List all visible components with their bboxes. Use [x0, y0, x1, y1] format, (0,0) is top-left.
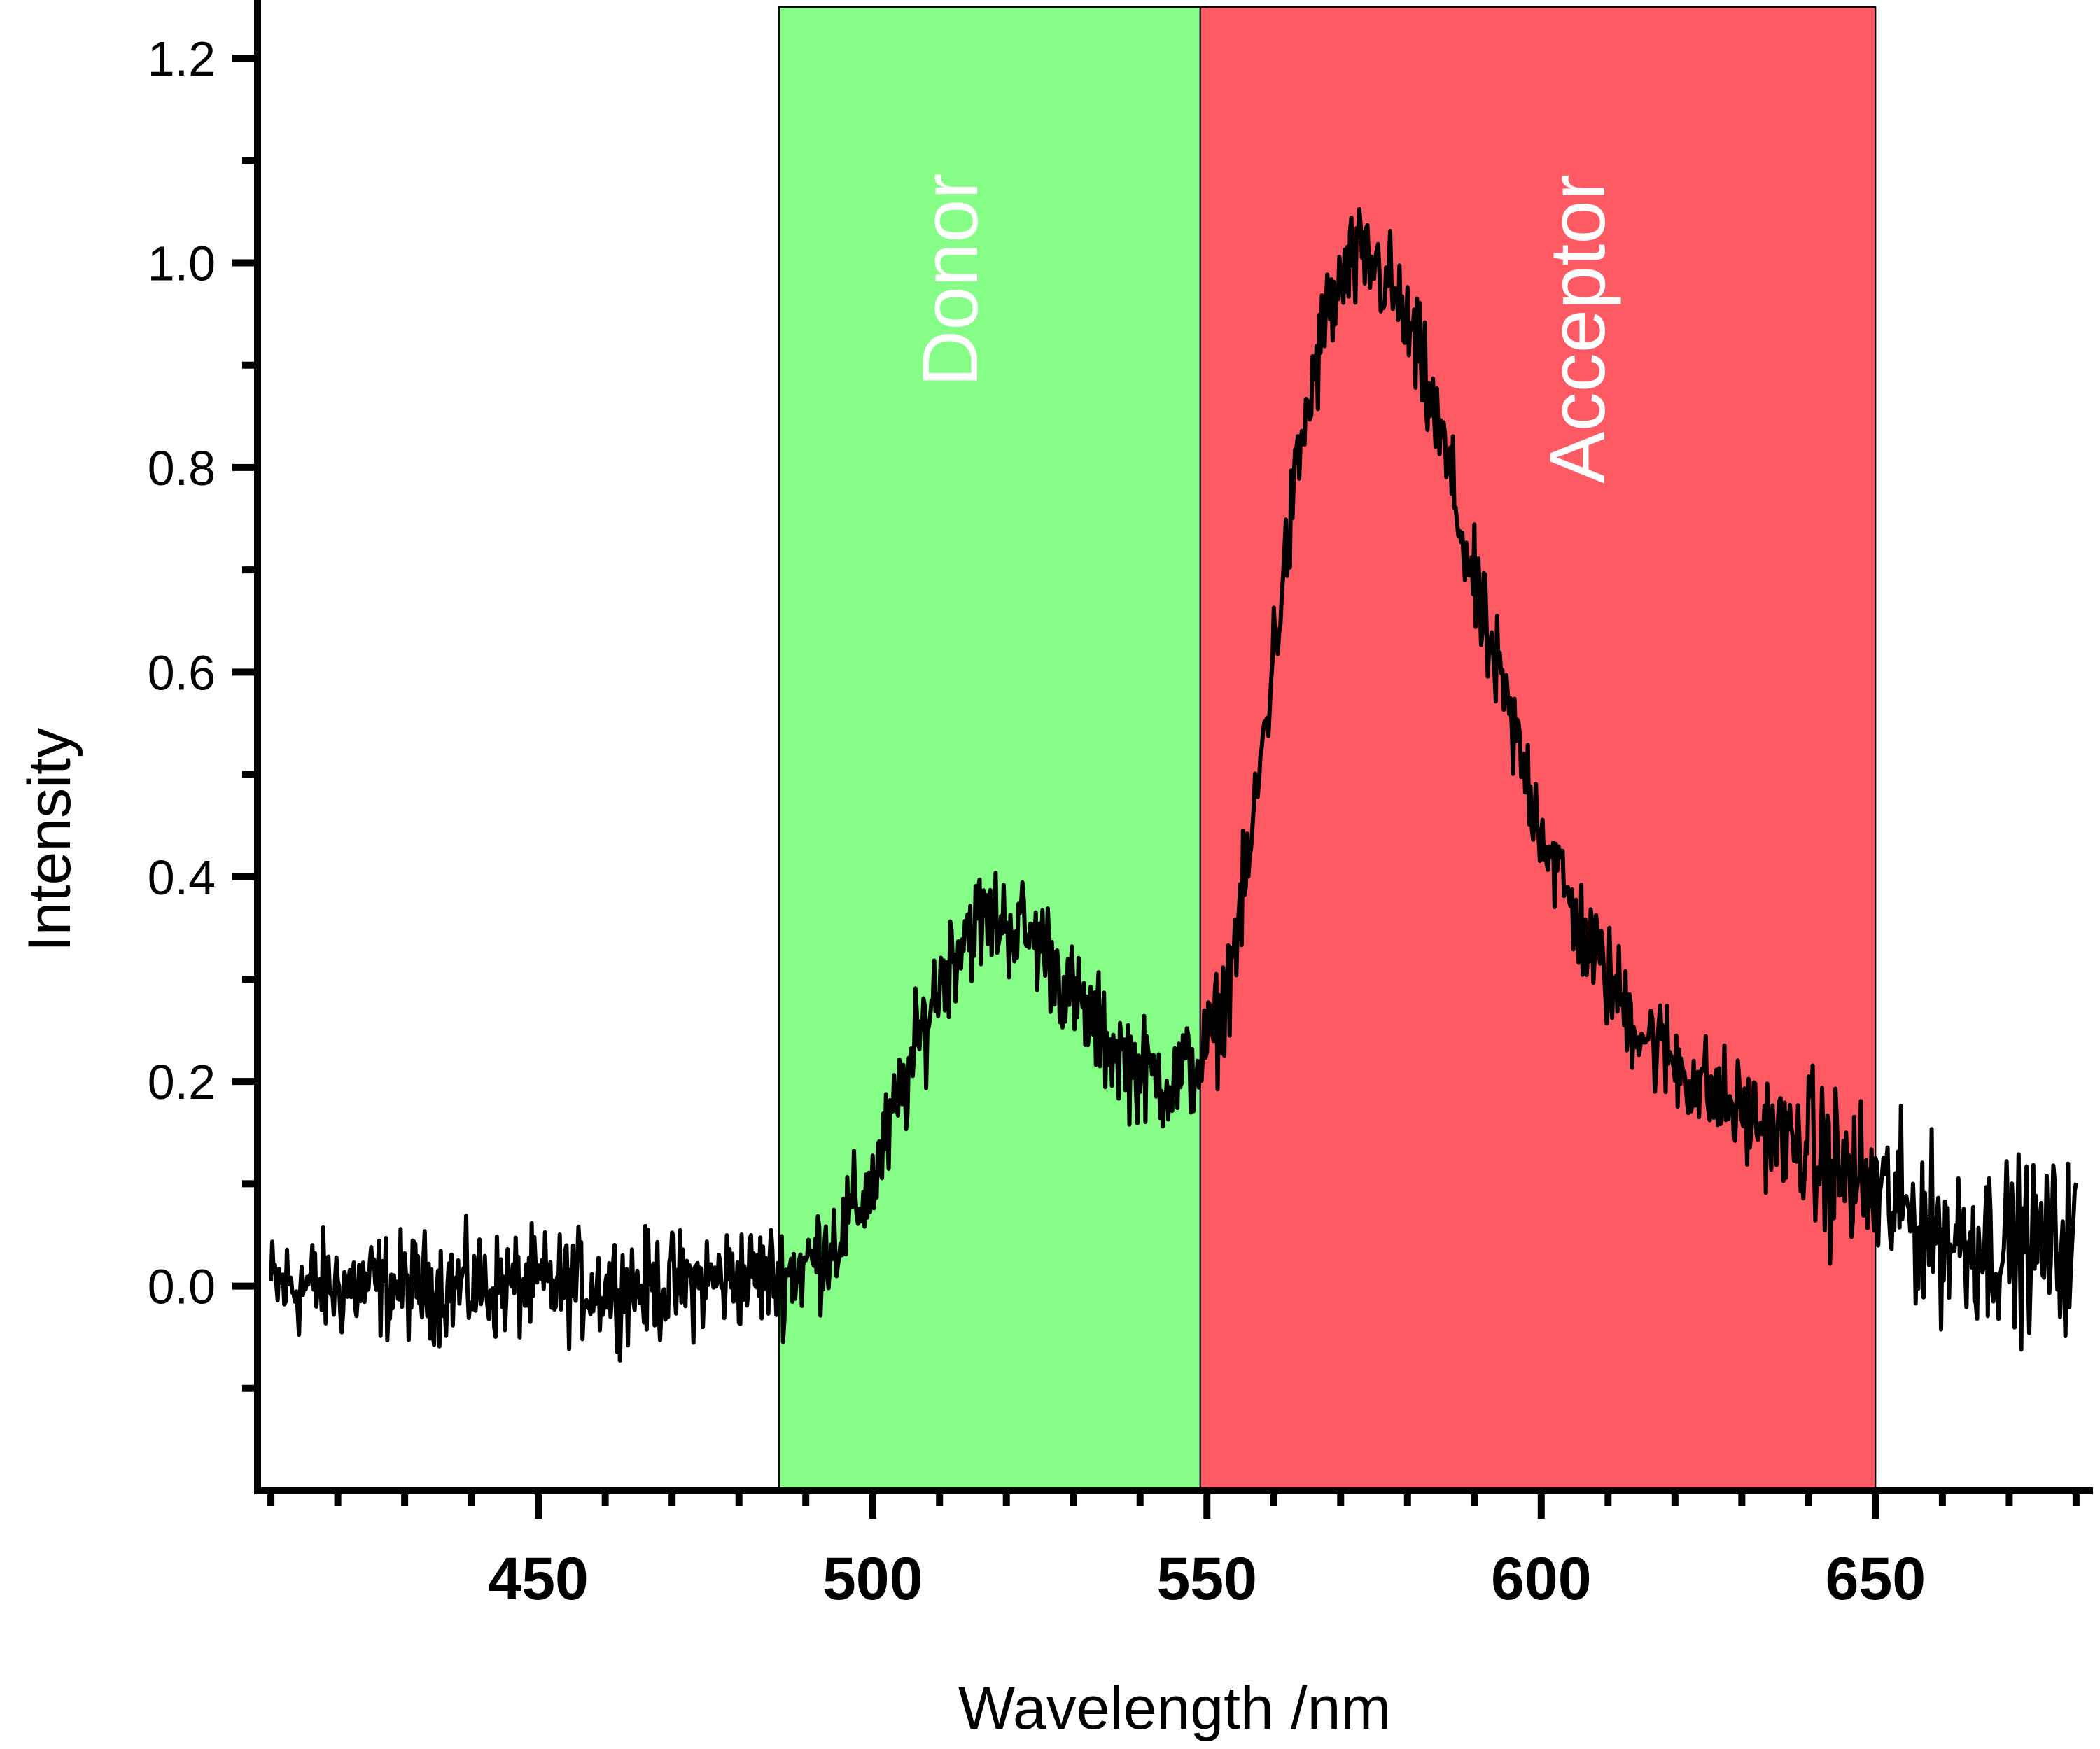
y-tick-label: 0.6	[148, 645, 216, 700]
band-acceptor	[1199, 6, 1877, 1491]
y-tick-label: 1.0	[148, 237, 216, 291]
bands-layer	[778, 6, 1877, 1491]
y-tick-label: 0.4	[148, 850, 216, 905]
x-tick-label: 450	[488, 1545, 589, 1613]
band-donor	[778, 6, 1201, 1491]
x-tick-label: 650	[1826, 1545, 1926, 1613]
y-tick-label: 0.0	[148, 1260, 216, 1314]
y-tick-label: 0.8	[148, 441, 216, 496]
band-labels-layer: Donor Acceptor	[906, 173, 1621, 484]
band-label-donor: Donor	[906, 173, 994, 386]
x-axis-title: Wavelength /nm	[958, 1675, 1391, 1742]
x-tick-label: 550	[1157, 1545, 1258, 1613]
x-tick-label: 500	[822, 1545, 923, 1613]
y-axis-title: Intensity	[16, 728, 83, 952]
y-tick-label: 1.2	[148, 31, 216, 86]
band-label-acceptor: Acceptor	[1534, 174, 1621, 484]
x-tick-label: 600	[1491, 1545, 1592, 1613]
intensity-series-line	[269, 206, 2078, 1363]
axes-layer	[254, 0, 2093, 1494]
ticks-layer: 450 500 550 600 650 0.0 0.2 0.4 0.6 0.8 1.0 1.2	[148, 31, 2080, 1613]
y-tick-label: 0.2	[148, 1055, 216, 1109]
